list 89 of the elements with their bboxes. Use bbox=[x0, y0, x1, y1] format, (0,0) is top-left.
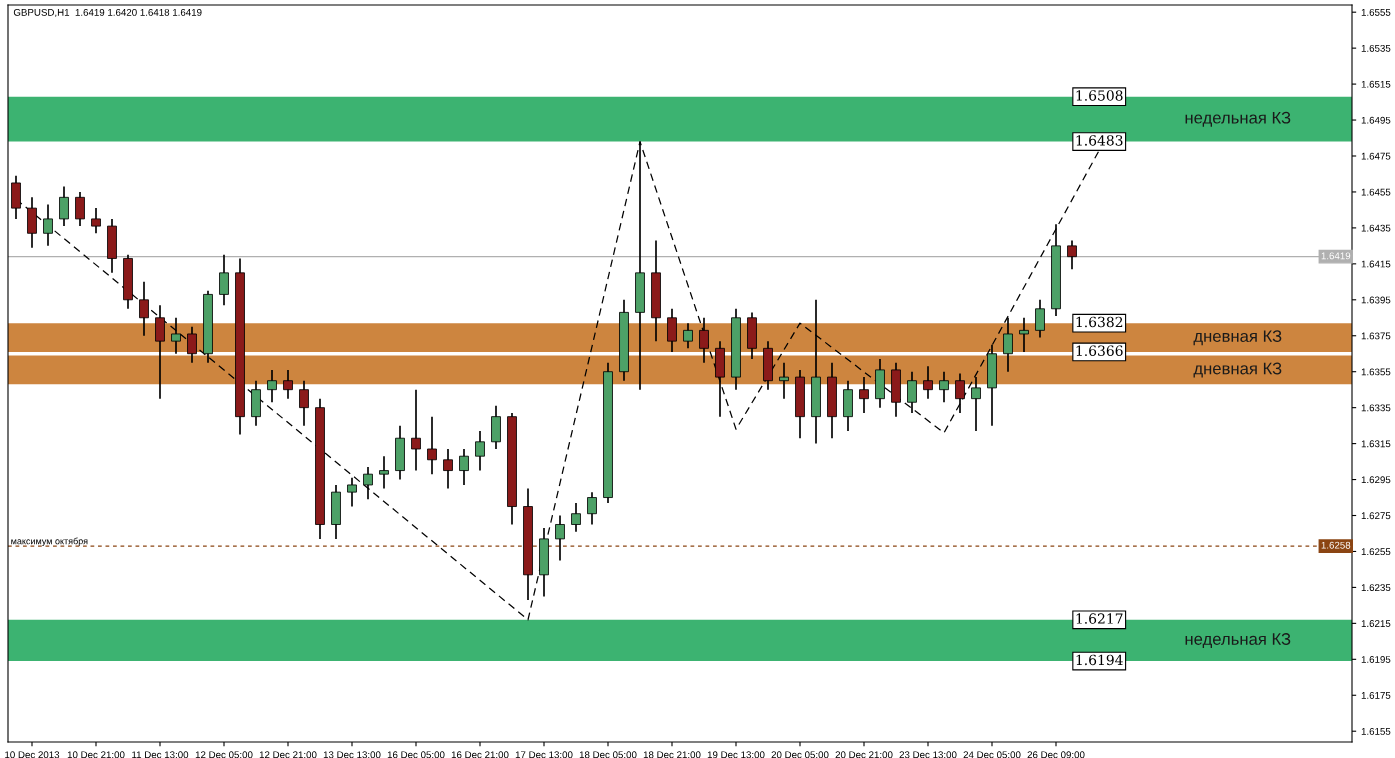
annotation: 1.6194 bbox=[1076, 654, 1123, 666]
candlestick bbox=[667, 307, 677, 353]
y-tick-label: 1.6495 bbox=[1361, 116, 1391, 124]
x-tick-label: 23 Dec 13:00 bbox=[899, 751, 957, 758]
candlestick bbox=[907, 370, 917, 414]
x-tick-label: 16 Dec 21:00 bbox=[451, 751, 509, 758]
candlestick bbox=[443, 448, 453, 490]
band-label: дневная КЗ bbox=[1193, 362, 1282, 378]
candlestick bbox=[683, 322, 693, 350]
x-tick-label: 11 Dec 13:00 bbox=[132, 751, 189, 758]
candlestick bbox=[347, 476, 357, 508]
candlestick bbox=[587, 491, 597, 526]
candlestick bbox=[475, 430, 485, 472]
ref-line-label: максимум октября bbox=[11, 537, 88, 547]
candlestick bbox=[187, 325, 197, 364]
y-tick-label: 1.6455 bbox=[1361, 188, 1391, 196]
candlestick bbox=[267, 369, 277, 404]
x-tick-label: 16 Dec 05:00 bbox=[387, 751, 445, 758]
x-tick-label: 20 Dec 05:00 bbox=[771, 751, 829, 758]
x-tick-label: 13 Dec 13:00 bbox=[323, 751, 381, 758]
y-tick-label: 1.6295 bbox=[1361, 476, 1391, 484]
x-tick-label: 10 Dec 21:00 bbox=[67, 751, 125, 758]
x-tick-label: 12 Dec 05:00 bbox=[195, 751, 253, 758]
annotation: 1.6508 bbox=[1076, 90, 1123, 101]
x-tick-label: 17 Dec 13:00 bbox=[515, 751, 573, 758]
candlestick bbox=[139, 280, 149, 337]
y-tick-label: 1.6315 bbox=[1361, 440, 1391, 448]
annotation: 1.6366 bbox=[1076, 345, 1123, 356]
candlestick bbox=[1019, 316, 1029, 353]
candlestick bbox=[171, 316, 181, 355]
x-tick-label: 19 Dec 13:00 bbox=[707, 751, 765, 758]
candlestick bbox=[155, 304, 165, 400]
candlestick bbox=[571, 502, 581, 533]
band-label: недельная КЗ bbox=[1185, 111, 1291, 127]
y-tick-label: 1.6275 bbox=[1361, 512, 1391, 520]
candlestick bbox=[363, 466, 373, 501]
candlestick bbox=[939, 370, 949, 404]
x-tick-label: 26 Dec 09:00 bbox=[1027, 751, 1085, 758]
candlestick bbox=[859, 376, 869, 414]
band-label: недельная КЗ bbox=[1185, 633, 1291, 649]
x-tick-label: 10 Dec 2013 bbox=[5, 751, 60, 758]
candlestick bbox=[43, 203, 53, 247]
y-tick-label: 1.6475 bbox=[1361, 152, 1391, 160]
candlestick bbox=[779, 361, 789, 400]
chart-title: GBPUSD,H1 1.6419 1.6420 1.6418 1.6419 bbox=[13, 8, 202, 17]
candlestick bbox=[459, 448, 469, 486]
annotation: 1.6419 bbox=[1321, 252, 1351, 260]
candlestick bbox=[283, 369, 293, 400]
y-tick-label: 1.6235 bbox=[1361, 584, 1391, 592]
y-tick-label: 1.6355 bbox=[1361, 368, 1391, 376]
y-tick-label: 1.6215 bbox=[1361, 620, 1391, 627]
candlestick bbox=[379, 455, 389, 490]
y-tick-label: 1.6175 bbox=[1361, 692, 1391, 699]
y-tick-label: 1.6395 bbox=[1361, 296, 1391, 304]
y-tick-label: 1.6535 bbox=[1361, 44, 1391, 52]
x-tick-label: 20 Dec 21:00 bbox=[835, 751, 893, 758]
y-tick-label: 1.6155 bbox=[1361, 727, 1391, 735]
candlestick bbox=[699, 316, 709, 364]
candlestick bbox=[1035, 298, 1045, 339]
candlestick bbox=[923, 365, 933, 400]
band-label: дневная КЗ bbox=[1193, 330, 1282, 346]
y-tick-label: 1.6555 bbox=[1361, 8, 1391, 16]
candlestick bbox=[971, 376, 981, 432]
candlestick bbox=[411, 388, 421, 472]
annotation: 1.6217 bbox=[1076, 613, 1123, 624]
candlestick bbox=[59, 185, 69, 227]
annotation: 1.6483 bbox=[1076, 135, 1123, 146]
annotation: 1.6382 bbox=[1076, 316, 1123, 328]
annotation: 1.6258 bbox=[1321, 541, 1351, 549]
candlestick bbox=[427, 415, 437, 475]
y-tick-label: 1.6415 bbox=[1361, 260, 1391, 268]
x-tick-label: 24 Dec 05:00 bbox=[963, 751, 1021, 758]
candlestick bbox=[1067, 239, 1077, 271]
y-tick-label: 1.6435 bbox=[1361, 224, 1391, 232]
candlestick bbox=[555, 514, 565, 562]
y-tick-label: 1.6195 bbox=[1361, 656, 1391, 663]
candlestick bbox=[91, 207, 101, 235]
candlestick bbox=[75, 191, 85, 227]
x-tick-label: 12 Dec 21:00 bbox=[259, 751, 317, 758]
y-tick-label: 1.6375 bbox=[1361, 332, 1391, 340]
x-tick-label: 18 Dec 05:00 bbox=[579, 751, 637, 758]
candlestick bbox=[299, 379, 309, 427]
x-tick-label: 18 Dec 21:00 bbox=[643, 751, 701, 758]
candlestick bbox=[1003, 316, 1013, 373]
y-tick-label: 1.6515 bbox=[1361, 80, 1391, 88]
y-tick-label: 1.6335 bbox=[1361, 404, 1391, 412]
y-tick-label: 1.6255 bbox=[1361, 548, 1391, 556]
candlestick bbox=[955, 372, 965, 414]
candlestick bbox=[219, 254, 229, 307]
